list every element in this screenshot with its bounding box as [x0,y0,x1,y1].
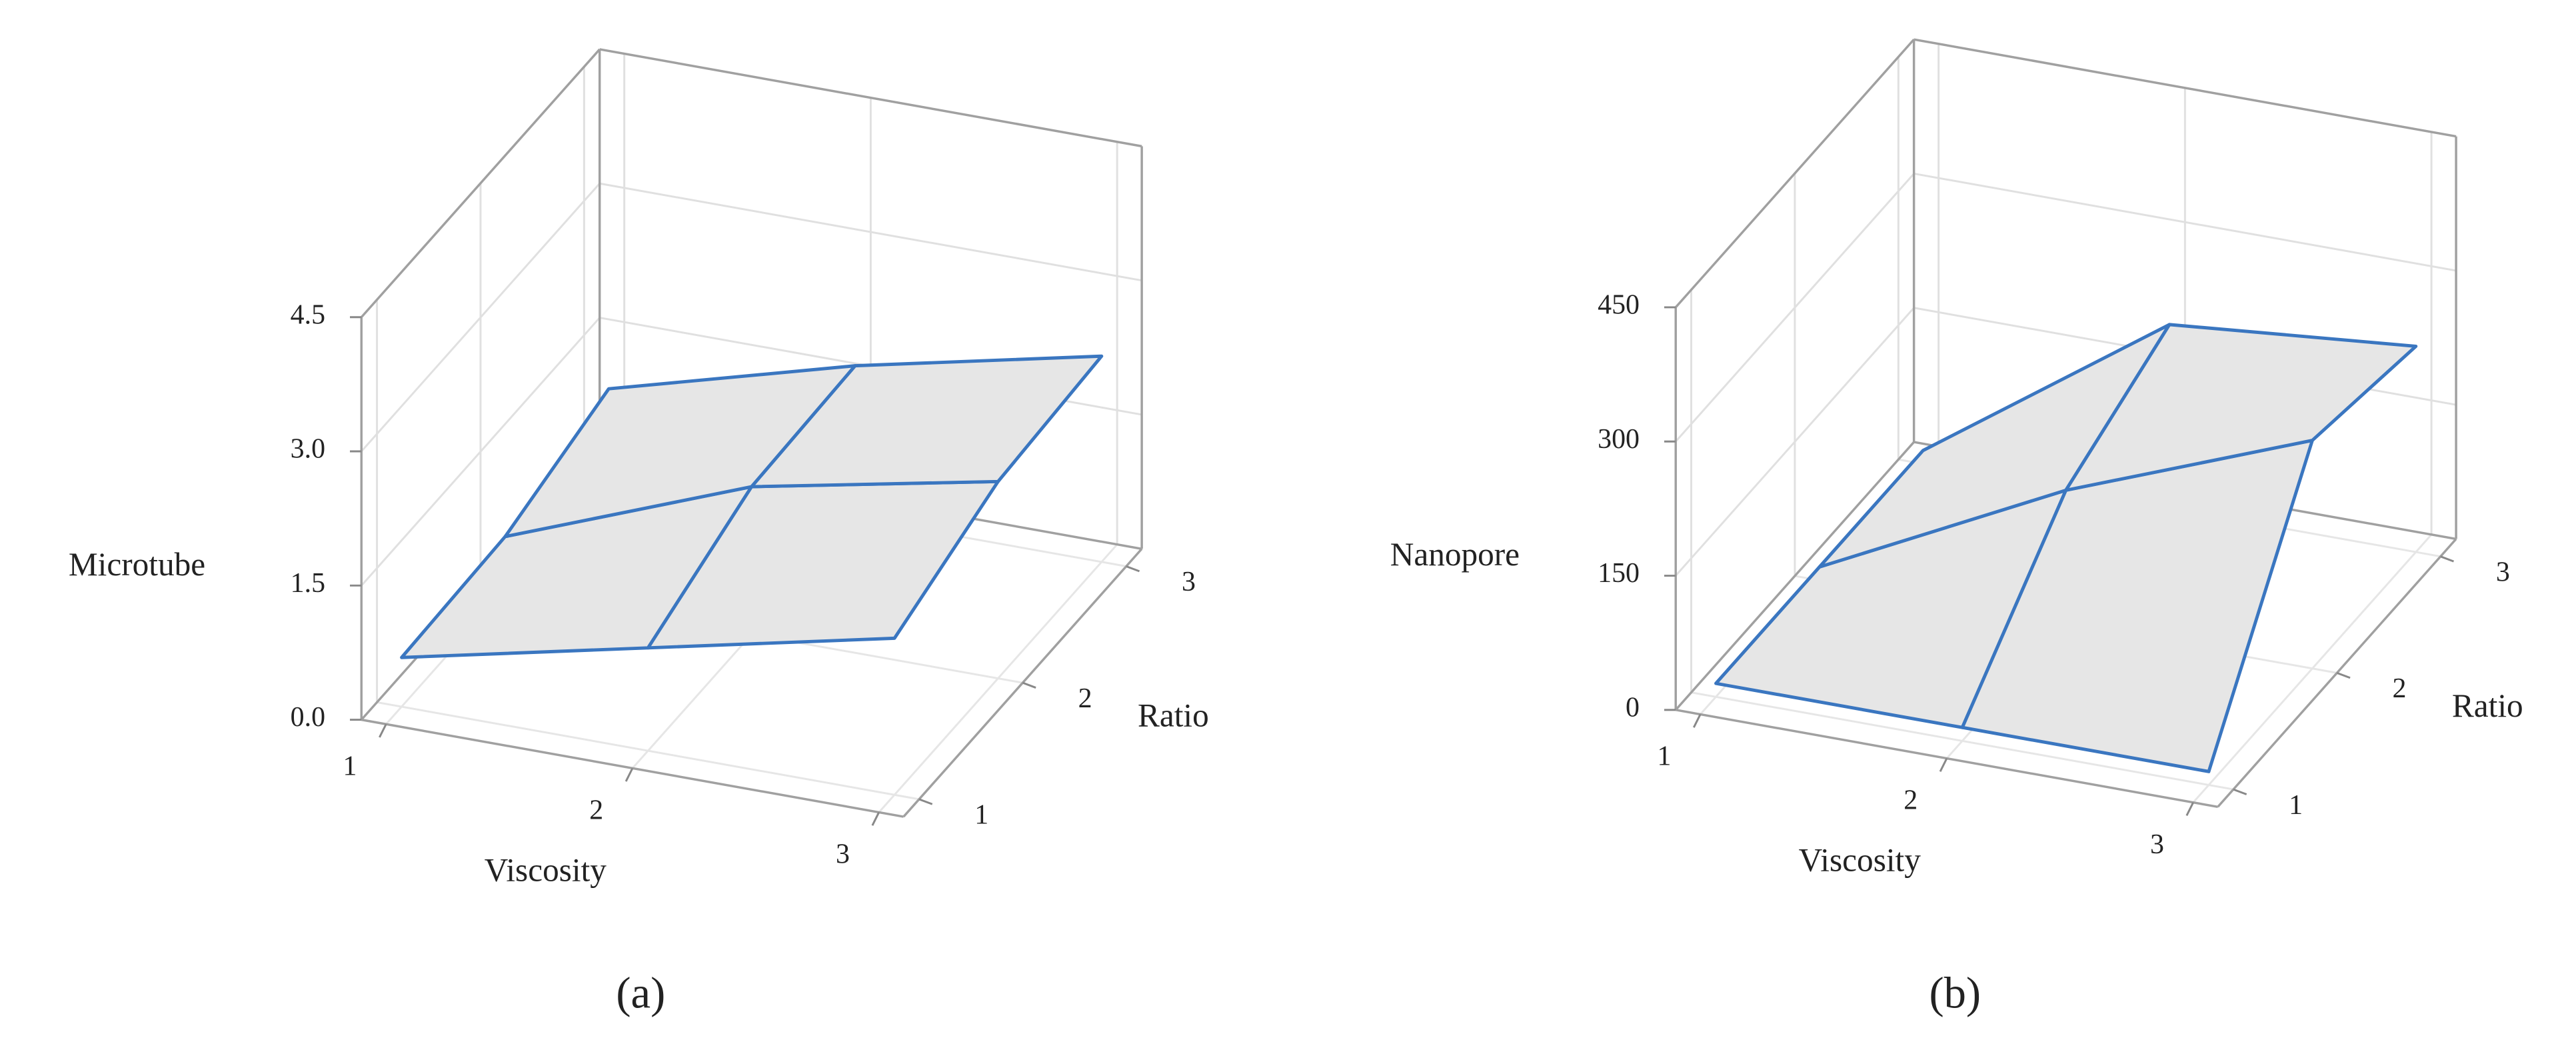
box-edge [599,48,1142,148]
y-tick [1022,681,1036,689]
x-axis-title: Viscosity [485,851,607,888]
caption: (b) [1929,969,1981,1017]
x-tick-label: 2 [1904,785,1918,816]
z-tick-label: 300 [1598,424,1640,455]
x-tick-label: 3 [836,839,850,870]
x-tick [379,723,387,738]
box-edge [360,48,601,318]
z-axis-title: Microtube [69,546,205,583]
x-tick [1939,757,1948,772]
z-tick-label: 0.0 [291,702,325,733]
x-tick-label: 1 [343,751,357,781]
z-tick-label: 450 [1598,290,1640,321]
x-tick [871,811,880,826]
x-tick-label: 3 [2150,829,2164,860]
x-tick-label: 2 [589,795,603,826]
z-tick-label: 0 [1626,692,1640,723]
caption: (a) [616,969,665,1017]
x-tick-label: 1 [1657,741,1671,772]
z-axis-title: Nanopore [1390,536,1520,573]
box-edge [1674,39,1915,309]
surface-cell [2064,323,2418,492]
y-tick [2440,555,2454,563]
y-tick-label: 2 [1078,683,1092,714]
grid-line [1691,691,2234,791]
y-tick-label: 3 [2496,557,2510,587]
grid-line [377,701,920,801]
y-tick [2336,672,2351,679]
surface-panel: 0.0 1.5 3.0 4.5 1 2 3 1 2 3 Viscosity Ratio Microtub… [69,48,1209,1017]
z-tick-label: 3.0 [291,434,325,465]
box-edge [1674,441,1915,711]
surface-panel: 0 150 300 450 1 2 3 1 2 3 Viscosity Ratio Nanopore (b… [1390,38,2523,1017]
x-tick [625,767,634,782]
x-tick [2185,802,2194,817]
y-tick-label: 2 [2393,673,2407,704]
z-tick-label: 4.5 [291,299,325,330]
x-tick [1693,713,1702,728]
x-axis-title: Viscosity [1799,842,1922,879]
box-edge [1914,38,2457,138]
y-axis-title: Ratio [1138,697,1209,734]
y-tick [2233,788,2247,795]
y-tick [1126,565,1140,573]
y-tick-label: 1 [974,800,988,831]
y-axis-title: Ratio [2452,687,2523,724]
surface-cell [750,354,1104,489]
y-tick-label: 1 [2289,790,2303,821]
z-tick-label: 150 [1598,558,1640,589]
y-tick [918,798,933,805]
z-tick-label: 1.5 [291,568,325,599]
y-tick-label: 3 [1182,567,1196,597]
